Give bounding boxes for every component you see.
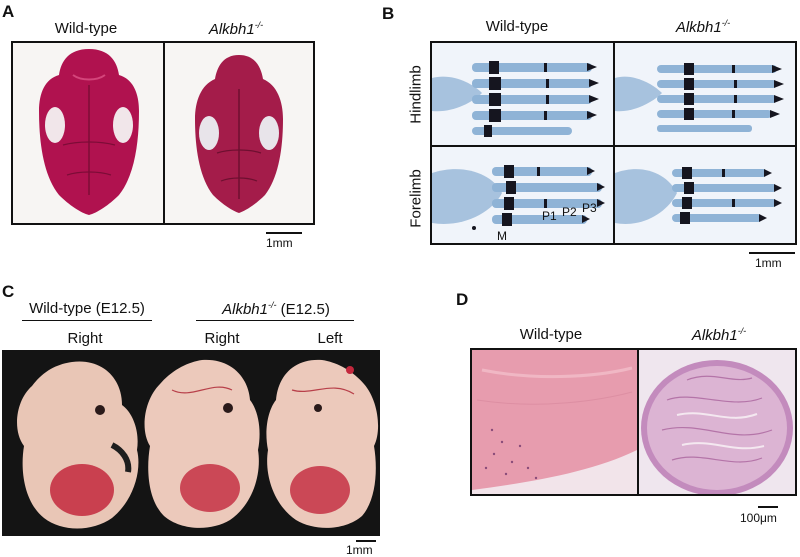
panel-b-mutant-sup: -/- [721,18,731,28]
panel-c-mutant-group-line [196,320,354,321]
panel-d-mutant-label: Alkbh1-/- [664,326,774,344]
panel-a-label: A [2,2,15,21]
panel-b-hindlimb-label: Hindlimb [407,65,425,124]
mutant-embryo-right-image [144,359,260,528]
panel-b-frame: M P1 P2 P3 [430,41,797,245]
panel-d-histology-images [472,350,795,494]
panel-a-frame [11,41,315,225]
panel-d-frame [470,348,797,496]
hindlimb-mutant-image [615,43,795,144]
wildtype-skull-image [33,45,145,221]
panel-c-embryo-images [2,350,380,536]
panel-b-vdivider [613,43,615,243]
bone-label-p3: P3 [582,201,597,215]
panel-c-mutant-suffix: (E12.5) [276,301,330,318]
mutant-skull-image [183,49,295,221]
panel-b-forelimb-label: Forelimb [407,169,425,228]
panel-c-mutant-group-label: Alkbh1-/- (E12.5) [196,300,356,318]
wildtype-embryo-image [17,361,139,529]
panel-b-mutant-gene: Alkbh1 [675,19,722,36]
panel-c-wildtype-group-line [22,320,152,321]
panel-b-wildtype-label: Wild-type [485,18,549,35]
bone-label-p1: P1 [542,209,557,223]
panel-a-scale-label: 1mm [266,236,293,250]
panel-d-label: D [456,290,469,309]
panel-a-wildtype-label: Wild-type [54,20,118,37]
panel-d-mutant-sup: -/- [737,326,747,336]
panel-b-label: B [382,4,395,23]
panel-d-wildtype-label: Wild-type [519,326,583,343]
limb-skeleton-images [432,43,795,243]
panel-b-scalebar [749,252,795,254]
bone-label-p2: P2 [562,205,577,219]
mutant-embryo-left-image [266,359,379,528]
panel-d-scale-label: 100μm [740,511,777,525]
panel-c-side-3: Left [317,330,343,347]
panel-a-mutant-sup: -/- [254,20,264,30]
panel-c-wildtype-group-label: Wild-type (E12.5) [29,300,145,317]
panel-c-label: C [2,282,15,301]
panel-a-divider [163,43,165,223]
bone-label-m: M [497,229,507,243]
panel-c-scale-label: 1mm [346,543,373,557]
forelimb-mutant-image [615,147,795,243]
panel-c-side-1: Right [67,330,103,347]
panel-c-side-2: Right [204,330,240,347]
panel-a-mutant-label: Alkbh1-/- [176,20,296,38]
panel-c-mutant-gene: Alkbh1-/- [222,300,277,318]
panel-b-mutant-label: Alkbh1-/- [648,18,758,36]
panel-a-mutant-gene: Alkbh1 [208,21,255,38]
panel-c-scalebar [356,540,376,542]
panel-a-scalebar [266,232,302,234]
wildtype-lens-histology-image [472,350,637,494]
mutant-lens-histology-image [639,350,795,494]
panel-b-scale-label: 1mm [755,256,782,270]
panel-d-scalebar [758,506,778,508]
panel-b-hdivider [432,145,795,147]
panel-d-mutant-gene: Alkbh1 [691,327,738,344]
hindlimb-wildtype-image [432,43,612,144]
forelimb-wildtype-image [432,147,612,243]
